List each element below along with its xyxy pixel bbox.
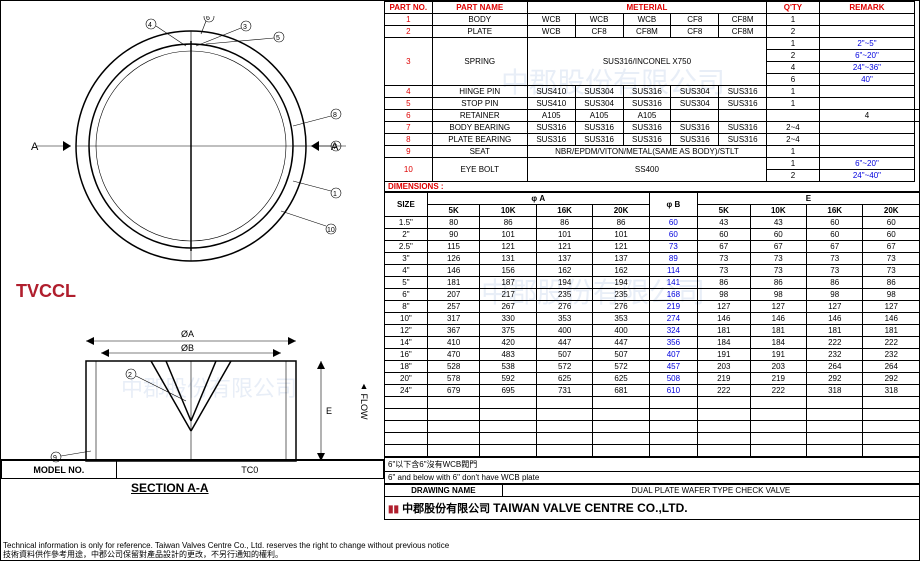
notes-row: 6"以下含6"沒有WCB閥門 6" and below with 6" don'…	[384, 457, 920, 484]
disclaimer: Technical information is only for refere…	[3, 541, 919, 560]
svg-text:2: 2	[128, 372, 132, 379]
tables-panel: PART NO.PART NAMEMETERIALQ'TYREMARK1BODY…	[384, 1, 920, 520]
flow-label: ▲ FLOW	[359, 381, 369, 420]
drawing-name-value: DUAL PLATE WAFER TYPE CHECK VALVE	[502, 485, 919, 497]
company-row: ▮▮ 中郡股份有限公司 TAIWAN VALVE CENTRE CO.,LTD.	[385, 497, 920, 520]
svg-text:7: 7	[333, 144, 337, 151]
engineering-drawing-page: 中郡股份有限公司 中郡股份有限公司 中郡股份有限公司 A A 8 7 1 10	[0, 0, 920, 561]
drawing-panel: A A 8 7 1 10 3 4 6 5 TVCCL	[1, 1, 384, 511]
dimensions-header: DIMENSIONS :	[384, 182, 920, 192]
svg-text:4: 4	[148, 22, 152, 29]
svg-text:E: E	[326, 406, 332, 416]
model-value: TC0	[116, 461, 383, 479]
section-label: SECTION A-A	[131, 481, 209, 495]
note-en: 6" and below with 6" don't have WCB plat…	[385, 472, 920, 484]
drawing-name-label: DRAWING NAME	[385, 485, 503, 497]
drawing-front-view: A A 8 7 1 10 3 4 6 5	[31, 16, 351, 271]
svg-text:A: A	[31, 141, 39, 153]
svg-text:1: 1	[333, 191, 337, 198]
model-bar: MODEL NO. TC0	[1, 459, 384, 479]
dimensions-table: SIZEφ Aφ BE5K10K16K20K5K10K16K20K1.5"808…	[384, 192, 920, 457]
svg-text:6: 6	[206, 16, 210, 22]
parts-table: PART NO.PART NAMEMETERIALQ'TYREMARK1BODY…	[384, 1, 920, 182]
svg-text:5: 5	[276, 35, 280, 42]
model-label: MODEL NO.	[2, 461, 117, 479]
logo-text: TVCCL	[16, 281, 76, 302]
svg-text:3: 3	[243, 24, 247, 31]
drawing-section-view: ØA ØB E 9 2	[31, 301, 351, 481]
svg-text:ØB: ØB	[181, 343, 194, 353]
svg-text:ØA: ØA	[181, 329, 194, 339]
note-cn: 6"以下含6"沒有WCB閥門	[385, 458, 920, 472]
drawing-name-row: DRAWING NAME DUAL PLATE WAFER TYPE CHECK…	[384, 484, 920, 520]
svg-text:8: 8	[333, 112, 337, 119]
svg-text:10: 10	[327, 227, 335, 234]
